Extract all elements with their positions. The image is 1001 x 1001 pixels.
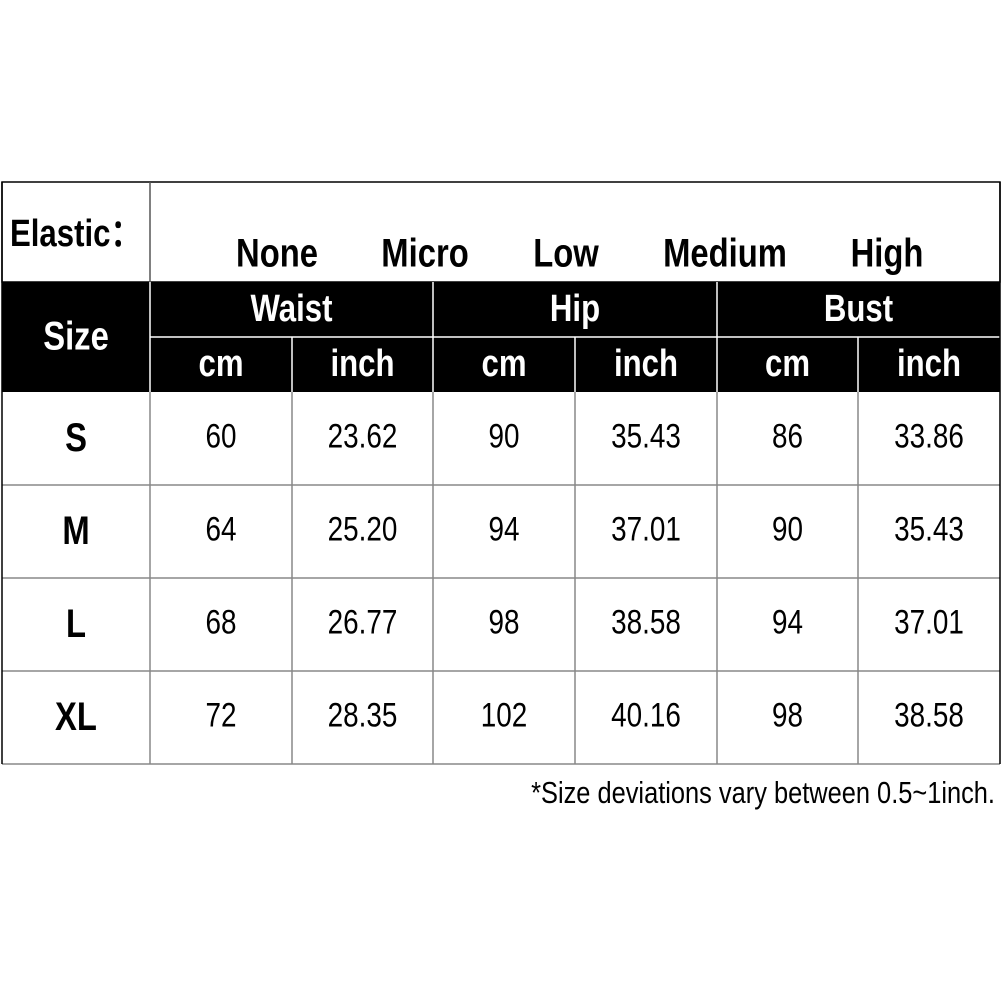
group-header: Hip: [550, 288, 600, 330]
cell-value: 72: [205, 696, 236, 734]
cell-value: 60: [205, 417, 236, 455]
cell-value: 86: [772, 417, 803, 455]
cell-value: 38.58: [894, 696, 964, 734]
size-header: Size: [43, 313, 109, 358]
size-note: *Size deviations vary between 0.5~1inch.: [531, 776, 995, 811]
cell-value: 102: [481, 696, 528, 734]
elastic-option: High: [851, 230, 924, 275]
cell-value: 23.62: [328, 417, 398, 455]
size-label: XL: [55, 694, 97, 739]
cell-value: 26.77: [328, 603, 398, 641]
cell-value: 35.43: [894, 510, 964, 548]
unit-header: inch: [330, 343, 394, 385]
size-label: S: [65, 415, 87, 460]
cell-value: 37.01: [894, 603, 964, 641]
cell-value: 98: [772, 696, 803, 734]
cell-value: 98: [488, 603, 519, 641]
group-header: Bust: [824, 288, 894, 330]
cell-value: 90: [488, 417, 519, 455]
elastic-row: [1, 181, 1001, 283]
unit-header: inch: [897, 343, 961, 385]
cell-value: 94: [488, 510, 519, 548]
unit-header: cm: [198, 343, 243, 385]
cell-value: 94: [772, 603, 803, 641]
cell-value: 35.43: [611, 417, 681, 455]
size-label: M: [62, 508, 89, 553]
unit-header: cm: [765, 343, 810, 385]
cell-value: 64: [205, 510, 236, 548]
cell-value: 28.35: [328, 696, 398, 734]
cell-value: 37.01: [611, 510, 681, 548]
size-label: L: [66, 601, 86, 646]
group-header: Waist: [251, 288, 333, 330]
unit-header: cm: [481, 343, 526, 385]
elastic-option: None: [236, 230, 318, 275]
unit-header: inch: [614, 343, 678, 385]
elastic-label: Elastic：: [10, 213, 142, 255]
cell-value: 40.16: [611, 696, 681, 734]
elastic-option: Medium: [663, 230, 787, 275]
cell-value: 25.20: [328, 510, 398, 548]
cell-value: 68: [205, 603, 236, 641]
cell-value: 33.86: [894, 417, 964, 455]
cell-value: 38.58: [611, 603, 681, 641]
cell-value: 90: [772, 510, 803, 548]
elastic-option: Micro: [381, 230, 468, 275]
elastic-option: Low: [533, 230, 599, 275]
